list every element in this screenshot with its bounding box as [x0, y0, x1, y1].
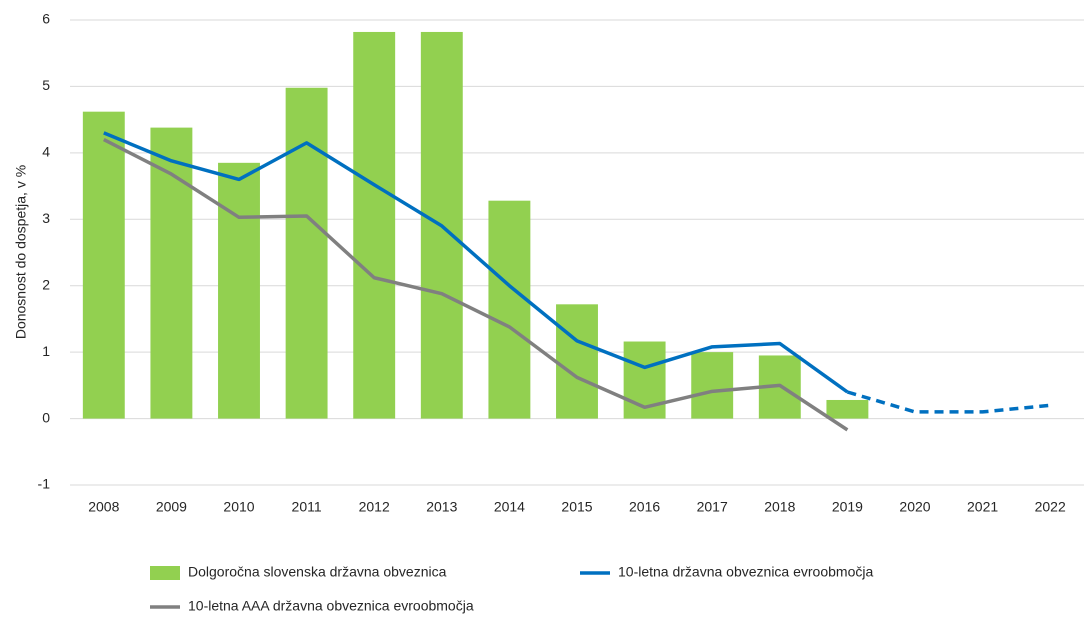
- y-axis-label: Donosnost do dospetja, v %: [13, 165, 29, 339]
- bar: [218, 162, 260, 419]
- y-tick-label: 0: [42, 409, 50, 425]
- x-tick-label: 2013: [426, 499, 457, 515]
- bar: [82, 111, 125, 419]
- x-tick-label: 2011: [292, 499, 322, 515]
- x-tick-label: 2019: [832, 499, 863, 515]
- x-tick-label: 2010: [223, 499, 254, 515]
- legend-swatch: [150, 566, 180, 580]
- y-tick-label: 6: [42, 11, 50, 27]
- legend-label: 10-letna AAA državna obveznica evroobmoč…: [188, 598, 474, 614]
- bar: [826, 399, 869, 419]
- legend-label: Dolgoročna slovenska državna obveznica: [188, 564, 447, 580]
- x-tick-label: 2012: [359, 499, 390, 515]
- x-tick-label: 2017: [697, 499, 728, 515]
- bar: [353, 31, 396, 419]
- bar: [150, 127, 193, 419]
- x-tick-label: 2014: [494, 499, 525, 515]
- x-tick-label: 2020: [899, 499, 930, 515]
- bar: [556, 304, 598, 419]
- bar: [691, 352, 734, 419]
- x-tick-label: 2009: [156, 499, 187, 515]
- line-series: [103, 131, 849, 394]
- y-tick-label: 3: [42, 210, 50, 226]
- y-tick-label: 5: [42, 77, 50, 93]
- y-tick-label: -1: [38, 476, 51, 492]
- line-series: [103, 138, 849, 432]
- x-tick-label: 2015: [561, 499, 592, 515]
- y-tick-label: 1: [42, 343, 50, 359]
- bar: [285, 87, 328, 419]
- y-tick-label: 2: [42, 276, 50, 292]
- x-tick-label: 2008: [88, 499, 119, 515]
- line-series: [846, 390, 1051, 414]
- legend-label: 10-letna državna obveznica evroobmočja: [618, 564, 873, 580]
- bar: [488, 200, 531, 419]
- x-tick-label: 2021: [967, 499, 998, 515]
- x-tick-label: 2018: [764, 499, 795, 515]
- x-tick-label: 2022: [1035, 499, 1066, 515]
- y-tick-label: 4: [42, 144, 50, 160]
- x-tick-label: 2016: [629, 499, 660, 515]
